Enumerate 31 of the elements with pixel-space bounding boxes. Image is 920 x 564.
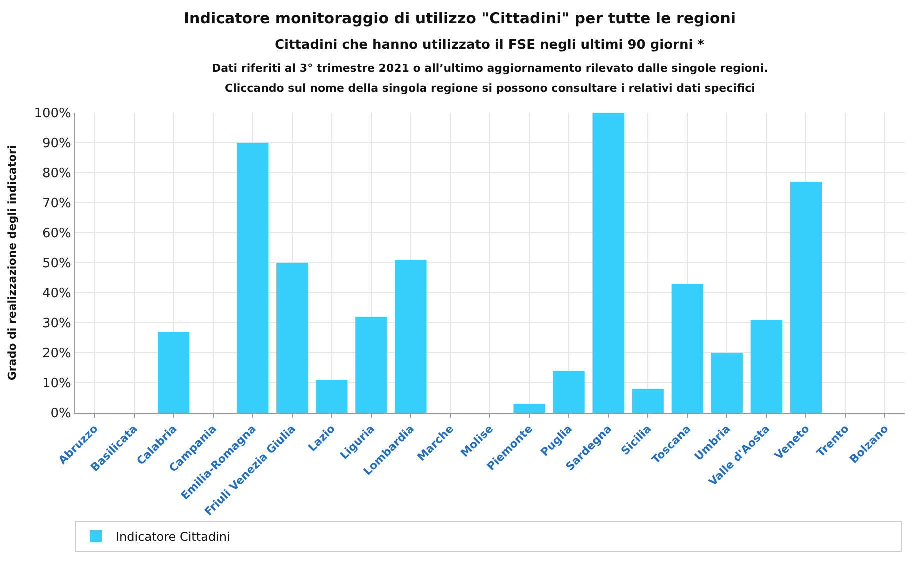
- y-tick-label: 80%: [42, 166, 72, 182]
- y-tick-label: 40%: [42, 286, 72, 302]
- y-axis-title: Grado di realizzazione degli indicatori: [6, 145, 19, 381]
- chart-subtitle: Cittadini che hanno utilizzato il FSE negli ultimi 90 giorni *: [275, 38, 705, 53]
- text: Dati riferiti al 3° trimestre 2021 o all’ultimo aggiornamento rilevato dalle singole regioni.: [212, 62, 768, 75]
- bar: [790, 182, 822, 413]
- bar: [316, 380, 348, 413]
- y-tick-label: 10%: [42, 376, 72, 392]
- text: Cliccando sul nome della singola regione si possono consultare i relativi dati specifici: [225, 82, 756, 95]
- bar: [395, 260, 427, 413]
- bar: [356, 317, 388, 413]
- legend-label: Indicatore Cittadini: [116, 530, 230, 544]
- y-tick-label: 60%: [42, 226, 72, 242]
- y-tick-label: 0%: [50, 406, 72, 422]
- y-tick-label: 30%: [42, 316, 72, 332]
- bar: [237, 143, 269, 413]
- bar: [276, 263, 308, 413]
- y-tick-label: 70%: [42, 196, 72, 212]
- bar: [514, 404, 546, 413]
- bar: [632, 389, 664, 413]
- bar: [592, 113, 624, 413]
- y-tick-label: 20%: [42, 346, 72, 362]
- bar: [158, 332, 190, 413]
- bar: [553, 371, 585, 413]
- y-tick-label: 90%: [42, 136, 72, 152]
- y-tick-label: 50%: [42, 256, 72, 272]
- chart-title: Indicatore monitoraggio di utilizzo "Cittadini" per tutte le regioni: [184, 9, 736, 28]
- y-tick-label: 100%: [34, 106, 72, 122]
- bar: [672, 284, 704, 413]
- bar: [750, 320, 782, 413]
- bar: [711, 353, 743, 413]
